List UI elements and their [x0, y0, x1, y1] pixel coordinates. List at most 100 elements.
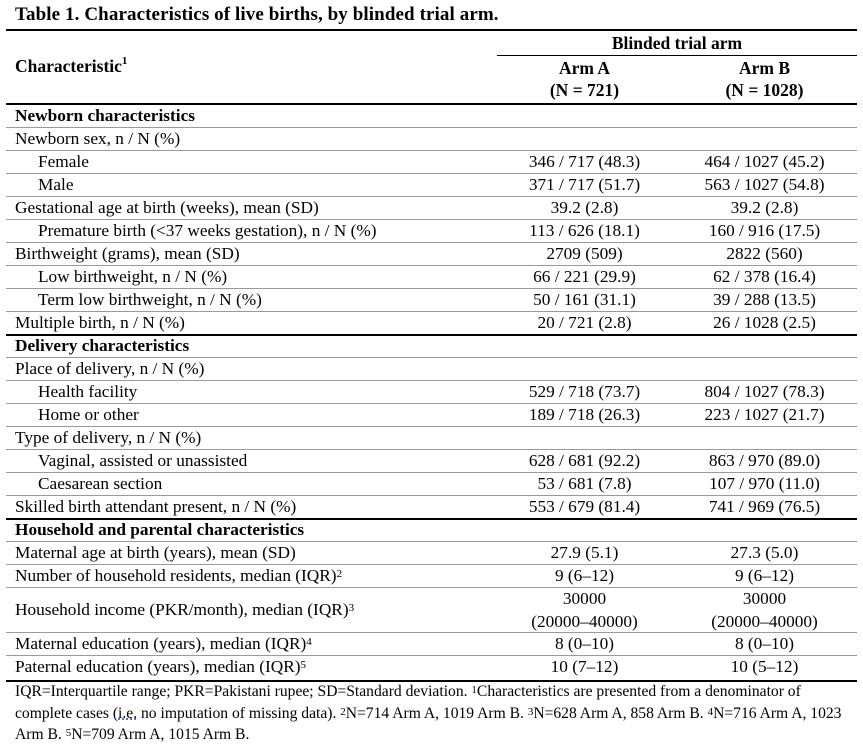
- row-rule: [6, 655, 857, 656]
- row-rule: [6, 541, 857, 542]
- cell-arm-a: 553 / 679 (81.4): [528, 497, 641, 516]
- row-label: Multiple birth, n / N (%): [15, 313, 185, 332]
- cell-arm-b: 8 (0–10): [734, 634, 795, 653]
- cell-arm-a: 8 (0–10): [554, 634, 615, 653]
- section-heading: Delivery characteristics: [15, 336, 190, 355]
- row-label-sup: 4: [306, 636, 312, 648]
- cell-arm-a: 371 / 717 (51.7): [528, 175, 641, 194]
- header-arm-a-n: (N = 721): [549, 80, 620, 100]
- row-label: Term low birthweight, n / N (%): [38, 290, 262, 309]
- row-rule: [6, 127, 857, 128]
- row-label-sup: 5: [300, 659, 307, 671]
- cell-arm-a: 189 / 718 (26.3): [528, 405, 641, 424]
- row-rule: [6, 495, 857, 496]
- row-label: Male: [38, 175, 74, 194]
- row-label: Paternal education (years), median (IQR)…: [15, 657, 307, 676]
- group-header-rule: [497, 55, 857, 56]
- cell-arm-b: 30000 (20000–40000): [711, 589, 818, 631]
- cell-arm-a: 346 / 717 (48.3): [528, 152, 641, 171]
- cell-arm-b: 39 / 288 (13.5): [713, 290, 816, 309]
- row-label: Female: [38, 152, 89, 171]
- row-label: Birthweight (grams), mean (SD): [15, 244, 240, 263]
- row-label: Premature birth (<37 weeks gestation), n…: [38, 221, 377, 240]
- row-rule: [6, 265, 857, 266]
- row-label: Maternal age at birth (years), mean (SD): [15, 543, 296, 562]
- row-rule: [6, 219, 857, 220]
- row-rule: [6, 357, 857, 358]
- cell-arm-a: 50 / 161 (31.1): [533, 290, 636, 309]
- section-heading: Newborn characteristics: [15, 106, 195, 125]
- row-rule: [6, 242, 857, 243]
- cell-arm-b: 160 / 916 (17.5): [708, 221, 821, 240]
- cell-arm-a: 628 / 681 (92.2): [528, 451, 641, 470]
- row-label: Home or other: [38, 405, 139, 424]
- row-rule: [6, 196, 857, 197]
- cell-arm-a: 113 / 626 (18.1): [529, 221, 640, 240]
- cell-arm-b: 563 / 1027 (54.8): [704, 175, 825, 194]
- row-rule: [6, 564, 857, 565]
- cell-arm-b: 9 (6–12): [734, 566, 795, 585]
- cell-arm-b: 863 / 970 (89.0): [708, 451, 821, 470]
- cell-arm-b: 107 / 970 (11.0): [709, 474, 820, 493]
- bottom-rule: [6, 680, 857, 682]
- cell-arm-b: 27.3 (5.0): [730, 543, 799, 562]
- cell-arm-b: 10 (5–12): [730, 657, 799, 676]
- top-rule: [6, 29, 857, 31]
- cell-arm-a: 53 / 681 (7.8): [537, 474, 632, 493]
- cell-arm-a: 27.9 (5.1): [550, 543, 619, 562]
- cell-arm-b: 804 / 1027 (78.3): [704, 382, 825, 401]
- row-rule: [6, 472, 857, 473]
- cell-arm-a: 30000 (20000–40000): [531, 589, 638, 631]
- cell-arm-b: 2822 (560): [726, 244, 803, 263]
- header-group: Blinded trial arm: [611, 33, 743, 53]
- footnote: IQR=Interquartile range; PKR=Pakistani r…: [15, 683, 842, 743]
- header-characteristic: Characteristic1: [15, 55, 128, 76]
- cell-arm-b: 26 / 1028 (2.5): [713, 313, 816, 332]
- row-rule: [6, 403, 857, 404]
- ie-abbrev: i.e.: [118, 704, 138, 722]
- cell-arm-a: 20 / 721 (2.8): [537, 313, 632, 332]
- row-label: Household income (PKR/month), median (IQ…: [15, 600, 355, 619]
- cell-arm-b: 62 / 378 (16.4): [713, 267, 816, 286]
- section-heading: Household and parental characteristics: [15, 520, 305, 539]
- row-label: Maternal education (years), median (IQR)…: [15, 634, 312, 653]
- row-label: Health facility: [38, 382, 138, 401]
- cell-arm-b: 464 / 1027 (45.2): [704, 152, 825, 171]
- header-arm-a: Arm A: [558, 58, 611, 78]
- header-characteristic-sup: 1: [121, 55, 128, 67]
- row-rule: [6, 632, 857, 633]
- row-rule: [6, 311, 857, 312]
- header-bottom-rule: [6, 103, 857, 105]
- row-label-sup: 3: [348, 602, 355, 614]
- row-label: Newborn sex, n / N (%): [15, 129, 181, 148]
- cell-arm-b: 223 / 1027 (21.7): [704, 405, 825, 424]
- row-label: Type of delivery, n / N (%): [15, 428, 202, 447]
- row-label: Number of household residents, median (I…: [15, 566, 343, 585]
- row-rule: [6, 173, 857, 174]
- cell-arm-a: 66 / 221 (29.9): [533, 267, 636, 286]
- header-arm-b: Arm B: [738, 58, 791, 78]
- cell-arm-a: 39.2 (2.8): [550, 198, 619, 217]
- row-rule: [6, 288, 857, 289]
- cell-arm-b: 39.2 (2.8): [730, 198, 799, 217]
- row-rule: [6, 426, 857, 427]
- cell-arm-a: 2709 (509): [546, 244, 623, 263]
- row-label: Gestational age at birth (weeks), mean (…: [15, 198, 319, 217]
- row-rule: [6, 150, 857, 151]
- cell-arm-b: 741 / 969 (76.5): [708, 497, 821, 516]
- row-label: Place of delivery, n / N (%): [15, 359, 205, 378]
- row-label: Skilled birth attendant present, n / N (…: [15, 497, 297, 516]
- table-title: Table 1. Characteristics of live births,…: [15, 4, 499, 25]
- row-label-sup: 2: [336, 568, 343, 580]
- section-rule: [6, 518, 857, 520]
- header-arm-b-n: (N = 1028): [725, 80, 804, 100]
- cell-arm-a: 529 / 718 (73.7): [528, 382, 641, 401]
- cell-arm-a: 9 (6–12): [554, 566, 615, 585]
- row-rule: [6, 380, 857, 381]
- row-rule: [6, 587, 857, 588]
- cell-arm-a: 10 (7–12): [550, 657, 619, 676]
- row-rule: [6, 449, 857, 450]
- section-rule: [6, 334, 857, 336]
- row-label: Caesarean section: [38, 474, 163, 493]
- row-label: Vaginal, assisted or unassisted: [38, 451, 248, 470]
